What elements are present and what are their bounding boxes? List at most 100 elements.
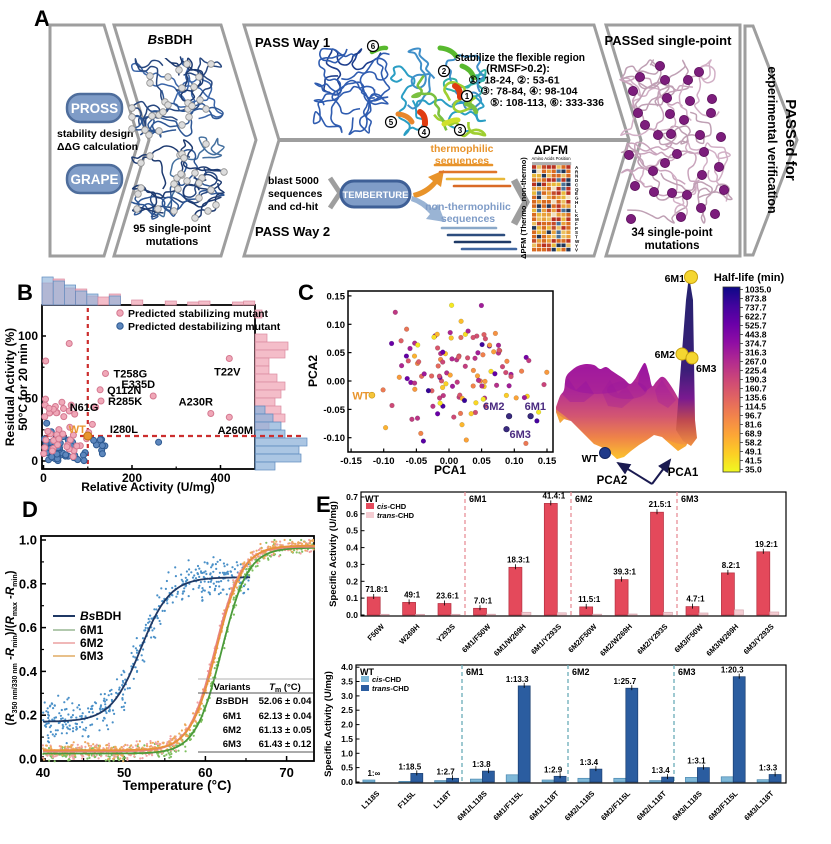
svg-text:-0.05: -0.05 [323, 405, 345, 416]
svg-text:6M1: 6M1 [223, 711, 242, 722]
svg-text:267.0: 267.0 [745, 357, 767, 367]
svg-text:0.0: 0.0 [19, 752, 37, 767]
svg-text:I: I [575, 204, 576, 209]
svg-text:G: G [575, 195, 579, 200]
svg-text:S: S [575, 230, 578, 235]
svg-text:-0.10: -0.10 [373, 456, 395, 467]
svg-text:5: 5 [389, 118, 394, 127]
svg-text:Q: Q [575, 187, 579, 192]
svg-text:PROSS: PROSS [71, 101, 118, 116]
svg-text:1:3.4: 1:3.4 [580, 758, 599, 767]
svg-text:34 single-point: 34 single-point [631, 227, 712, 239]
svg-text:737.7: 737.7 [745, 303, 767, 313]
svg-text:WT: WT [352, 391, 369, 403]
svg-text:3.5: 3.5 [341, 677, 353, 687]
svg-text:BsBDH: BsBDH [80, 609, 121, 623]
svg-text:6M2: 6M2 [80, 636, 104, 650]
svg-text:⑤: 108-113, ⑥: 333-336: ⑤: 108-113, ⑥: 333-336 [490, 97, 604, 109]
svg-text:6M3: 6M3 [80, 649, 104, 663]
svg-text:GRAPE: GRAPE [70, 172, 118, 187]
svg-text:R: R [575, 169, 579, 174]
svg-text:1:3.4: 1:3.4 [651, 766, 670, 775]
svg-text:PASSed for: PASSed for [782, 99, 799, 181]
svg-text:Tm (°C): Tm (°C) [269, 682, 301, 694]
svg-text:0.7: 0.7 [346, 492, 358, 502]
svg-text:60: 60 [198, 765, 212, 780]
svg-text:1.0: 1.0 [341, 748, 353, 758]
svg-text:200: 200 [122, 471, 142, 485]
svg-text:1:13.3: 1:13.3 [506, 675, 529, 684]
svg-text:ΔΔG calculation: ΔΔG calculation [57, 141, 138, 153]
svg-text:0.5: 0.5 [341, 763, 353, 773]
svg-text:6M3: 6M3 [510, 429, 531, 441]
svg-text:71.8:1: 71.8:1 [365, 585, 388, 594]
svg-text:0.05: 0.05 [472, 456, 491, 467]
svg-text:Predicted stabilizing mutant: Predicted stabilizing mutant [128, 308, 269, 320]
svg-text:1:25.7: 1:25.7 [613, 677, 636, 686]
svg-text:95 single-point: 95 single-point [133, 223, 211, 235]
svg-text:50°C for 20 min: 50°C for 20 min [16, 343, 30, 431]
svg-text:873.8: 873.8 [745, 294, 767, 304]
svg-text:BsBDH: BsBDH [216, 696, 249, 707]
svg-text:49:1: 49:1 [404, 590, 421, 599]
svg-text:190.3: 190.3 [745, 375, 767, 385]
svg-text:7.0:1: 7.0:1 [474, 596, 493, 605]
svg-text:0.10: 0.10 [505, 456, 524, 467]
svg-text:T22V: T22V [214, 367, 241, 379]
svg-text:0.4: 0.4 [19, 664, 38, 679]
svg-text:WT: WT [69, 424, 86, 436]
svg-text:E: E [316, 492, 331, 517]
svg-text:A: A [34, 6, 50, 31]
svg-text:sequences: sequences [268, 188, 322, 200]
svg-text:6M3: 6M3 [678, 667, 696, 677]
svg-text:374.7: 374.7 [745, 339, 767, 349]
svg-text:0: 0 [31, 454, 38, 468]
svg-text:6M1: 6M1 [469, 494, 487, 504]
svg-text:WT: WT [365, 494, 379, 504]
svg-text:Relative Activity (U/mg): Relative Activity (U/mg) [81, 480, 215, 494]
svg-text:41.5: 41.5 [745, 456, 762, 466]
svg-text:PASS Way 1: PASS Way 1 [255, 35, 330, 50]
svg-text:Predicted destabilizing mutant: Predicted destabilizing mutant [128, 321, 281, 333]
svg-text:thermophilic: thermophilic [430, 143, 493, 155]
svg-text:0.2: 0.2 [346, 576, 358, 586]
svg-text:-0.10: -0.10 [323, 433, 345, 444]
svg-text:WT: WT [360, 667, 374, 677]
svg-text:6: 6 [371, 42, 376, 51]
svg-text:3.0: 3.0 [341, 691, 353, 701]
svg-text:35.0: 35.0 [745, 465, 762, 475]
svg-text:0.4: 0.4 [346, 543, 358, 553]
svg-text:0.15: 0.15 [538, 456, 557, 467]
svg-text:ΔPFM: ΔPFM [534, 143, 568, 157]
svg-text:1:3.8: 1:3.8 [472, 760, 491, 769]
svg-text:1:18.5: 1:18.5 [398, 762, 421, 771]
svg-text:2.5: 2.5 [341, 705, 353, 715]
svg-text:WT: WT [582, 453, 599, 465]
svg-text:A: A [575, 165, 579, 170]
svg-text:experimental verification: experimental verification [765, 66, 779, 213]
svg-text:1.0: 1.0 [19, 533, 37, 548]
svg-text:41.4:1: 41.4:1 [542, 491, 565, 500]
svg-text:225.4: 225.4 [745, 366, 767, 376]
svg-text:0.6: 0.6 [19, 620, 37, 635]
svg-text:1:3.1: 1:3.1 [687, 757, 706, 766]
svg-text:0.8: 0.8 [19, 576, 37, 591]
svg-text:100: 100 [18, 329, 38, 343]
svg-text:cis-CHD: cis-CHD [377, 502, 407, 511]
svg-text:BsBDH: BsBDH [148, 32, 193, 47]
svg-text:6M2: 6M2 [575, 494, 593, 504]
svg-text:B: B [17, 280, 33, 305]
svg-text:Q112N: Q112N [107, 385, 141, 397]
svg-text:M: M [575, 217, 579, 222]
svg-text:6M1: 6M1 [80, 623, 104, 637]
svg-text:R285K: R285K [108, 396, 142, 408]
svg-text:6M3: 6M3 [223, 739, 241, 750]
svg-text:T: T [575, 235, 578, 240]
svg-text:11.5:1: 11.5:1 [578, 595, 601, 604]
svg-text:E335D: E335D [121, 379, 155, 391]
svg-text:P: P [575, 226, 578, 231]
svg-text:1: 1 [465, 92, 470, 101]
svg-text:50: 50 [117, 765, 131, 780]
svg-text:E: E [575, 191, 578, 196]
svg-text:Temperature (°C): Temperature (°C) [123, 778, 232, 793]
